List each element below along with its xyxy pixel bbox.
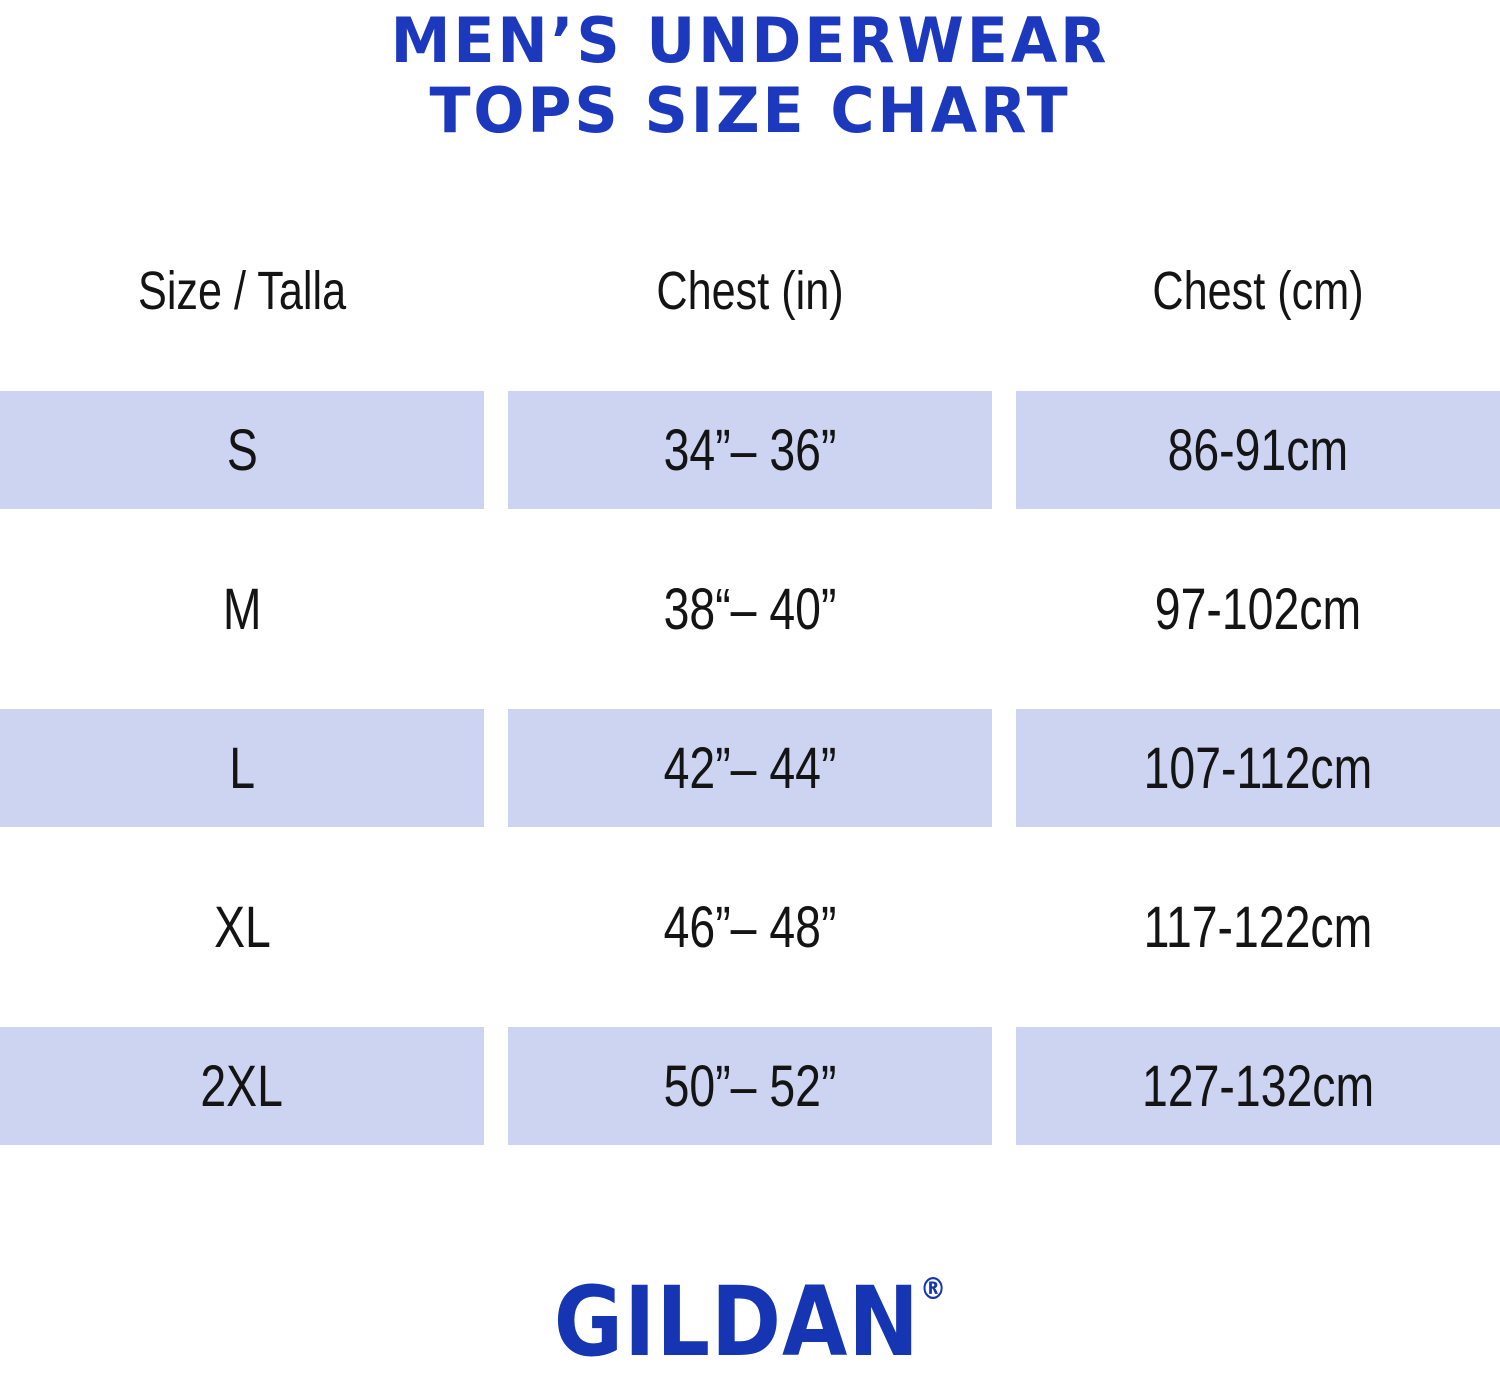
page-title-line-2: TOPS SIZE CHART (429, 74, 1071, 147)
table-cell-size-2xl: 2XL (0, 1027, 484, 1145)
table-cell-chest-cm-2xl: 127-132cm (1016, 1027, 1500, 1145)
table-cell-size-l: L (0, 709, 484, 827)
column-header-chest-in: Chest (in) (508, 232, 992, 350)
page-title-line-1: MEN’S UNDERWEAR (390, 4, 1110, 77)
table-cell-chest-in-l: 42”– 44” (508, 709, 992, 827)
column-header-size: Size / Talla (0, 232, 484, 350)
table-cell-chest-in-2xl: 50”– 52” (508, 1027, 992, 1145)
size-chart-table: Size / Talla Chest (in) Chest (cm) S 34”… (0, 232, 1500, 1145)
table-cell-chest-in-m: 38“– 40” (508, 550, 992, 668)
registered-trademark-icon: ® (919, 1272, 947, 1307)
table-cell-chest-cm-xl: 117-122cm (1016, 868, 1500, 986)
table-cell-chest-cm-m: 97-102cm (1016, 550, 1500, 668)
table-cell-chest-in-xl: 46”– 48” (508, 868, 992, 986)
table-cell-size-xl: XL (0, 868, 484, 986)
gildan-logo-text: GILDAN (553, 1266, 920, 1378)
gildan-logo: GILDAN® (0, 1240, 1500, 1372)
table-cell-chest-cm-l: 107-112cm (1016, 709, 1500, 827)
table-cell-chest-in-s: 34”– 36” (508, 391, 992, 509)
table-cell-size-m: M (0, 550, 484, 668)
page-title: MEN’S UNDERWEAR TOPS SIZE CHART (0, 0, 1500, 146)
table-cell-size-s: S (0, 391, 484, 509)
column-header-chest-cm: Chest (cm) (1016, 232, 1500, 350)
table-cell-chest-cm-s: 86-91cm (1016, 391, 1500, 509)
